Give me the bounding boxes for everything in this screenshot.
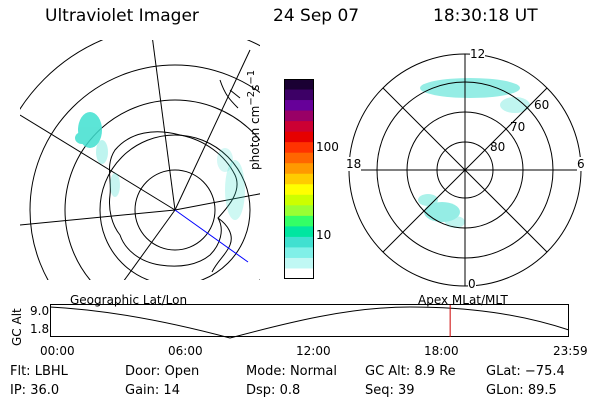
- altitude-tick-low: 1.8: [30, 322, 50, 336]
- colorbar-gradient: [284, 79, 314, 279]
- emission-patch: [110, 173, 120, 197]
- colorbar-tick-100: 100: [316, 140, 339, 154]
- time-tick-0000: 00:00: [40, 344, 75, 358]
- meridian-line: [123, 209, 176, 280]
- info-item: Door: Open: [125, 364, 200, 379]
- lat-circle: [99, 134, 251, 280]
- emission-patch: [445, 216, 465, 228]
- colorbar-segment: [284, 194, 314, 206]
- colorbar-segment: [284, 205, 314, 217]
- altitude-tick-high: 9.0: [30, 304, 50, 318]
- mlt-label-18: 18: [346, 157, 362, 171]
- colorbar-segment: [284, 110, 314, 122]
- meridian-line: [152, 40, 176, 211]
- instrument-title: Ultraviolet Imager: [45, 6, 199, 26]
- colorbar-segment: [284, 257, 314, 269]
- mlat-label-80: 80: [490, 140, 506, 154]
- lat-circle: [64, 99, 260, 280]
- geographic-map-svg: [20, 40, 260, 280]
- magnetic-map-svg: [348, 53, 582, 287]
- colorbar-segment: [284, 236, 314, 248]
- mlat-label-70: 70: [510, 120, 526, 134]
- meridian-line: [20, 114, 176, 211]
- date-label: 24 Sep 07: [273, 6, 360, 26]
- colorbar-segment: [284, 79, 314, 91]
- colorbar-segment: [284, 152, 314, 164]
- colorbar-segment: [284, 215, 314, 227]
- lat-circle: [29, 64, 260, 280]
- time-tick-2359: 23:59: [553, 344, 588, 358]
- colorbar-segment: [284, 184, 314, 196]
- info-item: GLon: 89.5: [486, 383, 557, 398]
- colorbar-segment: [284, 121, 314, 133]
- meridian-line: [20, 209, 176, 226]
- colorbar-segment: [284, 247, 314, 259]
- mlt-label-6: 6: [577, 157, 585, 171]
- time-tick-0600: 06:00: [168, 344, 203, 358]
- altitude-curve: [50, 306, 570, 339]
- info-item: IP: 36.0: [10, 383, 60, 398]
- emission-patch: [225, 160, 245, 220]
- meridian-line: [174, 193, 260, 211]
- geographic-map-label: Geographic Lat/Lon: [70, 293, 188, 307]
- meridian-line: [174, 49, 251, 211]
- mlt-label-12: 12: [470, 47, 486, 61]
- emission-patch: [424, 202, 460, 222]
- emission-patch: [75, 132, 89, 144]
- info-item: Dsp: 0.8: [246, 383, 301, 398]
- info-item: GLat: −75.4: [486, 364, 565, 379]
- time-label: 18:30:18 UT: [433, 6, 538, 26]
- altitude-plot-frame: [50, 304, 569, 337]
- info-item: GC Alt: 8.9 Re: [365, 364, 456, 379]
- mlt-meridian: [382, 87, 548, 253]
- time-tick-1800: 18:00: [424, 344, 459, 358]
- colorbar-segment: [284, 173, 314, 185]
- colorbar-segment: [284, 142, 314, 154]
- altitude-plot-svg: [50, 304, 570, 339]
- emission-patch: [96, 140, 108, 164]
- colorbar-segment: [284, 163, 314, 175]
- time-tick-1200: 12:00: [296, 344, 331, 358]
- altitude-axis-label: GC Alt: [10, 308, 24, 346]
- continent-outline: [109, 131, 238, 267]
- colorbar-tick-10: 10: [316, 228, 332, 242]
- info-item: Flt: LBHL: [10, 364, 68, 379]
- satellite-track: [174, 209, 249, 263]
- colorbar-segment: [284, 226, 314, 238]
- info-item: Mode: Normal: [246, 364, 337, 379]
- colorbar-segment: [284, 89, 314, 101]
- colorbar-segment: [284, 268, 314, 279]
- emission-patch: [420, 78, 520, 98]
- lat-circle: [134, 169, 216, 251]
- emission-patch: [217, 148, 233, 172]
- emission-patch: [500, 97, 530, 113]
- mlt-label-0: 0: [468, 277, 476, 291]
- mlat-label-60: 60: [534, 98, 550, 112]
- colorbar-unit-label: photon cm−2s−1: [246, 69, 262, 170]
- colorbar-frame: [284, 79, 314, 279]
- colorbar-segment: [284, 100, 314, 112]
- coastline: [219, 79, 241, 109]
- info-item: Gain: 14: [125, 383, 180, 398]
- coastline: [211, 217, 232, 273]
- magnetic-map-label: Apex MLat/MLT: [418, 293, 508, 307]
- colorbar-segment: [284, 131, 314, 143]
- emission-patch: [418, 194, 438, 206]
- info-item: Seq: 39: [365, 383, 415, 398]
